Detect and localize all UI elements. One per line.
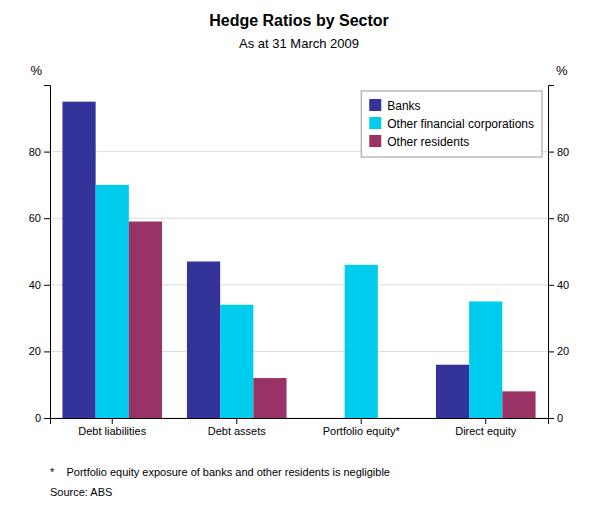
tick-mark	[44, 351, 50, 352]
tick: 0	[35, 412, 50, 424]
subtitle: As at 31 March 2009	[239, 36, 359, 51]
tick-label: 40	[557, 279, 569, 291]
tick-label: 80	[29, 146, 41, 158]
y2-axis-title: %	[556, 63, 568, 78]
bar	[502, 391, 535, 418]
tick-label: Direct equity	[455, 425, 517, 437]
y-axis-title: %	[30, 63, 42, 78]
bar	[253, 378, 286, 418]
legend-item: Other residents	[369, 135, 469, 149]
bar	[311, 418, 344, 419]
axis-line	[51, 419, 549, 425]
bar	[96, 185, 129, 418]
tick-label: 0	[557, 412, 563, 424]
tick-label: 20	[29, 345, 41, 357]
y2-axis: 0 20 40 60 80	[548, 86, 569, 425]
series	[129, 222, 536, 418]
x-axis: Debt liabilities Debt assets Portfolio equ…	[51, 418, 549, 437]
tick: Debt liabilities	[78, 418, 146, 437]
tick-mark	[548, 218, 554, 219]
chart: Hedge Ratios by Sector As at 31 March 200…	[0, 0, 598, 528]
title: Hedge Ratios by Sector	[209, 12, 389, 29]
tick: 20	[29, 345, 50, 357]
tick-label: 80	[557, 146, 569, 158]
tick: 0	[548, 412, 563, 424]
bar	[187, 261, 220, 418]
source: Source: ABS	[50, 486, 112, 498]
tick: 80	[29, 146, 50, 158]
tick-label: 20	[557, 345, 569, 357]
tick-mark	[485, 418, 486, 424]
tick-mark	[236, 418, 237, 424]
tick-label: Portfolio equity*	[323, 425, 401, 437]
legend-box	[361, 91, 542, 157]
legend-swatch	[369, 135, 381, 147]
grid	[50, 152, 548, 418]
plot: 0 20 40 60 80 0 20 40 60 80 Debt liabilities Debt a…	[29, 86, 570, 437]
bar	[62, 102, 95, 418]
tick-label: 40	[29, 279, 41, 291]
legend-swatch	[369, 117, 381, 129]
tick: 80	[548, 146, 569, 158]
bar	[220, 305, 253, 418]
tick: 60	[29, 212, 50, 224]
tick-mark	[44, 285, 50, 286]
tick-mark	[548, 351, 554, 352]
axis-line	[549, 86, 555, 419]
legend-label: Other residents	[387, 135, 469, 149]
tick-mark	[548, 285, 554, 286]
tick-label: 60	[557, 212, 569, 224]
tick: 20	[548, 345, 569, 357]
tick-label: Debt liabilities	[78, 425, 146, 437]
tick-mark	[44, 218, 50, 219]
tick: 60	[548, 212, 569, 224]
tick-mark	[44, 418, 50, 419]
tick: 40	[29, 279, 50, 291]
y-axis: 0 20 40 60 80	[29, 86, 51, 425]
tick: Debt assets	[208, 418, 267, 437]
tick: Direct equity	[455, 418, 517, 437]
legend-swatch	[369, 99, 381, 111]
axis-line	[44, 86, 51, 419]
legend-item: Other financial corporations	[369, 117, 534, 131]
bar	[378, 418, 411, 419]
tick: 40	[548, 279, 569, 291]
legend-label: Other financial corporations	[387, 117, 534, 131]
legend: Banks Other financial corporations Other r…	[361, 91, 542, 157]
bar	[129, 222, 162, 418]
tick-mark	[361, 418, 362, 424]
tick-label: Debt assets	[208, 425, 267, 437]
bar	[436, 365, 469, 418]
tick-mark	[44, 152, 50, 153]
footnote: * Portfolio equity exposure of banks and…	[50, 466, 390, 478]
legend-label: Banks	[387, 99, 420, 113]
tick-mark	[112, 418, 113, 424]
tick-mark	[548, 152, 554, 153]
tick-label: 0	[35, 412, 41, 424]
bar	[469, 301, 502, 418]
series	[96, 185, 503, 418]
tick-label: 60	[29, 212, 41, 224]
legend-item: Banks	[369, 99, 420, 113]
tick: Portfolio equity*	[323, 418, 401, 437]
bar	[345, 265, 378, 418]
